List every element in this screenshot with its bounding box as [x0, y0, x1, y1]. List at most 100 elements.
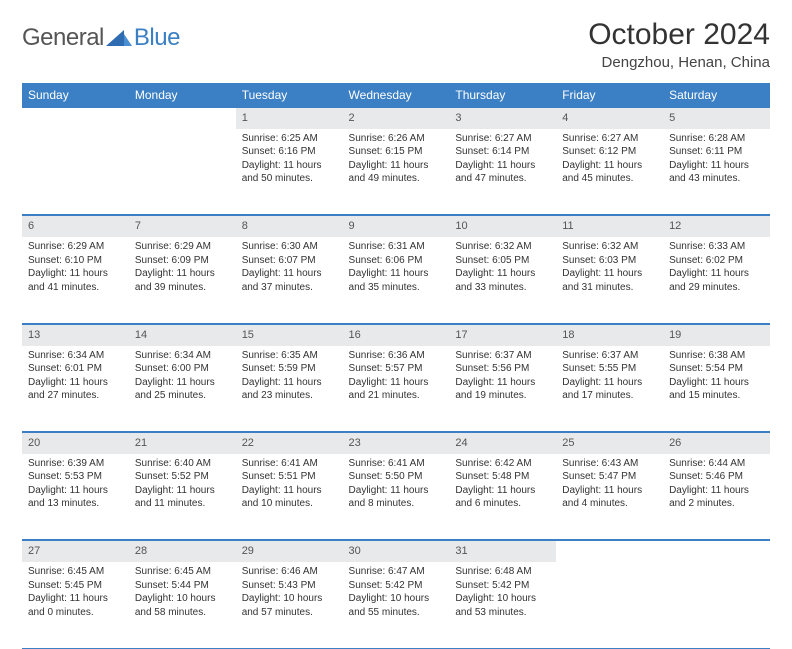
sunset-text: Sunset: 6:16 PM: [242, 145, 337, 159]
day-number: 9: [343, 215, 450, 237]
daylight-text: Daylight: 10 hours and 55 minutes.: [349, 592, 444, 619]
weekday-header: Tuesday: [236, 83, 343, 107]
calendar-cell: Sunrise: 6:44 AMSunset: 5:46 PMDaylight:…: [663, 454, 770, 540]
sunset-text: Sunset: 5:42 PM: [455, 579, 550, 593]
sunrise-text: Sunrise: 6:27 AM: [455, 132, 550, 146]
sunrise-text: Sunrise: 6:25 AM: [242, 132, 337, 146]
sunrise-text: Sunrise: 6:40 AM: [135, 457, 230, 471]
logo-text-part1: General: [22, 24, 104, 52]
sunrise-text: Sunrise: 6:26 AM: [349, 132, 444, 146]
daynum-row: 6789101112: [22, 215, 770, 237]
sunrise-text: Sunrise: 6:45 AM: [135, 565, 230, 579]
cell-body: Sunrise: 6:43 AMSunset: 5:47 PMDaylight:…: [556, 454, 663, 517]
daylight-text: Daylight: 10 hours and 57 minutes.: [242, 592, 337, 619]
calendar-cell: Sunrise: 6:27 AMSunset: 6:12 PMDaylight:…: [556, 129, 663, 215]
calendar-cell: Sunrise: 6:35 AMSunset: 5:59 PMDaylight:…: [236, 346, 343, 432]
day-number: 23: [343, 432, 450, 454]
sunset-text: Sunset: 5:59 PM: [242, 362, 337, 376]
calendar-cell: Sunrise: 6:45 AMSunset: 5:44 PMDaylight:…: [129, 562, 236, 648]
sunset-text: Sunset: 5:56 PM: [455, 362, 550, 376]
sunrise-text: Sunrise: 6:48 AM: [455, 565, 550, 579]
calendar-cell: Sunrise: 6:31 AMSunset: 6:06 PMDaylight:…: [343, 237, 450, 323]
sunset-text: Sunset: 5:46 PM: [669, 470, 764, 484]
daylight-text: Daylight: 11 hours and 27 minutes.: [28, 376, 123, 403]
cell-body: Sunrise: 6:38 AMSunset: 5:54 PMDaylight:…: [663, 346, 770, 409]
daylight-text: Daylight: 11 hours and 49 minutes.: [349, 159, 444, 186]
daylight-text: Daylight: 11 hours and 17 minutes.: [562, 376, 657, 403]
calendar-cell: Sunrise: 6:34 AMSunset: 6:00 PMDaylight:…: [129, 346, 236, 432]
calendar-table: SundayMondayTuesdayWednesdayThursdayFrid…: [22, 83, 770, 649]
daylight-text: Daylight: 11 hours and 41 minutes.: [28, 267, 123, 294]
daylight-text: Daylight: 11 hours and 10 minutes.: [242, 484, 337, 511]
weekday-header: Thursday: [449, 83, 556, 107]
day-number: 13: [22, 324, 129, 346]
sunset-text: Sunset: 6:15 PM: [349, 145, 444, 159]
daylight-text: Daylight: 11 hours and 47 minutes.: [455, 159, 550, 186]
weekday-header: Sunday: [22, 83, 129, 107]
daylight-text: Daylight: 11 hours and 43 minutes.: [669, 159, 764, 186]
sunset-text: Sunset: 5:53 PM: [28, 470, 123, 484]
cell-body: Sunrise: 6:41 AMSunset: 5:50 PMDaylight:…: [343, 454, 450, 517]
day-number: 3: [449, 107, 556, 129]
cell-body: Sunrise: 6:41 AMSunset: 5:51 PMDaylight:…: [236, 454, 343, 517]
sunset-text: Sunset: 6:01 PM: [28, 362, 123, 376]
cell-body: Sunrise: 6:44 AMSunset: 5:46 PMDaylight:…: [663, 454, 770, 517]
weekday-header: Wednesday: [343, 83, 450, 107]
day-number: 27: [22, 540, 129, 562]
header: General Blue October 2024 Dengzhou, Hena…: [22, 18, 770, 71]
cell-body: Sunrise: 6:36 AMSunset: 5:57 PMDaylight:…: [343, 346, 450, 409]
day-number: 11: [556, 215, 663, 237]
sunrise-text: Sunrise: 6:44 AM: [669, 457, 764, 471]
calendar-week-row: Sunrise: 6:29 AMSunset: 6:10 PMDaylight:…: [22, 237, 770, 323]
day-number: 6: [22, 215, 129, 237]
calendar-cell: Sunrise: 6:32 AMSunset: 6:03 PMDaylight:…: [556, 237, 663, 323]
sunset-text: Sunset: 5:48 PM: [455, 470, 550, 484]
calendar-cell: Sunrise: 6:48 AMSunset: 5:42 PMDaylight:…: [449, 562, 556, 648]
sunrise-text: Sunrise: 6:29 AM: [135, 240, 230, 254]
sunrise-text: Sunrise: 6:35 AM: [242, 349, 337, 363]
cell-body: Sunrise: 6:25 AMSunset: 6:16 PMDaylight:…: [236, 129, 343, 192]
cell-body: Sunrise: 6:37 AMSunset: 5:56 PMDaylight:…: [449, 346, 556, 409]
day-number: 28: [129, 540, 236, 562]
cell-body: Sunrise: 6:34 AMSunset: 6:01 PMDaylight:…: [22, 346, 129, 409]
sunrise-text: Sunrise: 6:45 AM: [28, 565, 123, 579]
day-number: 20: [22, 432, 129, 454]
logo-triangle-icon: [106, 28, 132, 48]
sunset-text: Sunset: 6:11 PM: [669, 145, 764, 159]
calendar-cell: Sunrise: 6:42 AMSunset: 5:48 PMDaylight:…: [449, 454, 556, 540]
cell-body: Sunrise: 6:33 AMSunset: 6:02 PMDaylight:…: [663, 237, 770, 300]
daylight-text: Daylight: 11 hours and 29 minutes.: [669, 267, 764, 294]
sunset-text: Sunset: 6:03 PM: [562, 254, 657, 268]
daylight-text: Daylight: 10 hours and 58 minutes.: [135, 592, 230, 619]
daylight-text: Daylight: 11 hours and 11 minutes.: [135, 484, 230, 511]
sunrise-text: Sunrise: 6:37 AM: [562, 349, 657, 363]
cell-body: Sunrise: 6:30 AMSunset: 6:07 PMDaylight:…: [236, 237, 343, 300]
calendar-cell: [663, 562, 770, 648]
daynum-row: 12345: [22, 107, 770, 129]
day-number: 22: [236, 432, 343, 454]
sunset-text: Sunset: 6:14 PM: [455, 145, 550, 159]
calendar-cell: [22, 129, 129, 215]
calendar-cell: Sunrise: 6:40 AMSunset: 5:52 PMDaylight:…: [129, 454, 236, 540]
day-number: 8: [236, 215, 343, 237]
sunset-text: Sunset: 5:55 PM: [562, 362, 657, 376]
calendar-week-row: Sunrise: 6:45 AMSunset: 5:45 PMDaylight:…: [22, 562, 770, 648]
day-number: 5: [663, 107, 770, 129]
calendar-week-row: Sunrise: 6:25 AMSunset: 6:16 PMDaylight:…: [22, 129, 770, 215]
logo: General Blue: [22, 18, 180, 52]
sunset-text: Sunset: 6:06 PM: [349, 254, 444, 268]
calendar-cell: Sunrise: 6:28 AMSunset: 6:11 PMDaylight:…: [663, 129, 770, 215]
day-number: [22, 107, 129, 129]
cell-body: Sunrise: 6:32 AMSunset: 6:05 PMDaylight:…: [449, 237, 556, 300]
daylight-text: Daylight: 11 hours and 50 minutes.: [242, 159, 337, 186]
day-number: 26: [663, 432, 770, 454]
daylight-text: Daylight: 11 hours and 19 minutes.: [455, 376, 550, 403]
day-number: 18: [556, 324, 663, 346]
sunrise-text: Sunrise: 6:31 AM: [349, 240, 444, 254]
day-number: 10: [449, 215, 556, 237]
daylight-text: Daylight: 11 hours and 33 minutes.: [455, 267, 550, 294]
calendar-cell: Sunrise: 6:29 AMSunset: 6:10 PMDaylight:…: [22, 237, 129, 323]
calendar-cell: Sunrise: 6:45 AMSunset: 5:45 PMDaylight:…: [22, 562, 129, 648]
sunset-text: Sunset: 5:47 PM: [562, 470, 657, 484]
sunset-text: Sunset: 5:45 PM: [28, 579, 123, 593]
